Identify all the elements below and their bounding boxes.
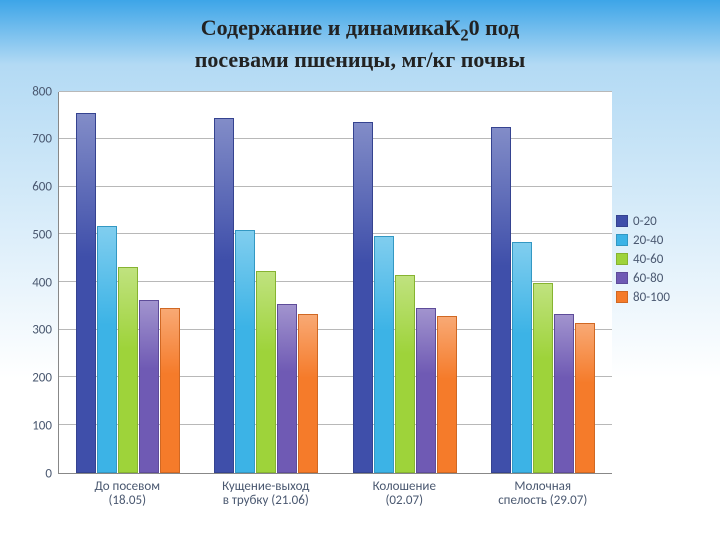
y-tick: 400 — [32, 275, 52, 290]
x-label: Молочнаяспелость (29.07) — [474, 476, 613, 524]
y-tick: 600 — [32, 180, 52, 195]
legend-item: 80-100 — [616, 290, 702, 305]
y-axis: 0100200300400500600700800 — [18, 92, 56, 474]
x-label: Колошение(02.07) — [335, 476, 474, 524]
y-tick: 200 — [32, 371, 52, 386]
x-label: До посевом(18.05) — [58, 476, 197, 524]
x-axis-labels: До посевом(18.05)Кущение-выходв трубку (… — [58, 476, 612, 524]
bar-group — [474, 92, 612, 473]
y-tick: 300 — [32, 323, 52, 338]
legend-item: 60-80 — [616, 271, 702, 286]
bar — [118, 267, 138, 473]
bar-group — [336, 92, 474, 473]
legend: 0-20 20-40 40-60 60-80 80-100 — [616, 214, 702, 309]
title-line2: посевами пшеницы, мг/кг почвы — [195, 47, 526, 72]
legend-label: 0-20 — [633, 214, 657, 229]
legend-item: 0-20 — [616, 214, 702, 229]
bar — [554, 314, 574, 473]
bar — [437, 316, 457, 472]
bar — [533, 283, 553, 473]
bar — [395, 275, 415, 473]
bar — [139, 300, 159, 472]
bar — [416, 308, 436, 472]
bar — [491, 127, 511, 472]
title-line1-a: Содержание и динамикаК — [201, 15, 461, 40]
legend-swatch — [616, 253, 628, 265]
bar-group — [59, 92, 197, 473]
plot-area — [58, 92, 612, 474]
bar — [214, 118, 234, 473]
bar — [353, 122, 373, 472]
legend-label: 20-40 — [633, 233, 663, 248]
title-line1-b: 0 под — [469, 15, 520, 40]
legend-swatch — [616, 291, 628, 303]
bar — [575, 323, 595, 472]
legend-label: 60-80 — [633, 271, 663, 286]
legend-item: 20-40 — [616, 233, 702, 248]
bar — [256, 271, 276, 472]
legend-label: 40-60 — [633, 252, 663, 267]
y-tick: 500 — [32, 227, 52, 242]
legend-swatch — [616, 234, 628, 246]
bar — [76, 113, 96, 473]
bar-group — [197, 92, 335, 473]
bar — [235, 230, 255, 473]
bar — [277, 304, 297, 472]
y-tick: 800 — [32, 84, 52, 99]
bar — [512, 242, 532, 473]
bar-groups — [59, 92, 612, 473]
title-subscript: 2 — [460, 25, 468, 44]
y-tick: 0 — [45, 466, 52, 481]
legend-label: 80-100 — [633, 290, 670, 305]
bar — [374, 236, 394, 473]
bar — [97, 226, 117, 472]
bar — [160, 308, 180, 472]
chart-title: Содержание и динамикаК20 под посевами пш… — [0, 0, 720, 74]
bar — [298, 314, 318, 472]
legend-item: 40-60 — [616, 252, 702, 267]
y-tick: 700 — [32, 132, 52, 147]
chart: 0 100 200 300 400 500 600 700 800 До посевом(18.… — [18, 84, 702, 524]
y-tick: 100 — [32, 418, 52, 433]
x-label: Кущение-выходв трубку (21.06) — [197, 476, 336, 524]
legend-swatch — [616, 215, 628, 227]
legend-swatch — [616, 272, 628, 284]
